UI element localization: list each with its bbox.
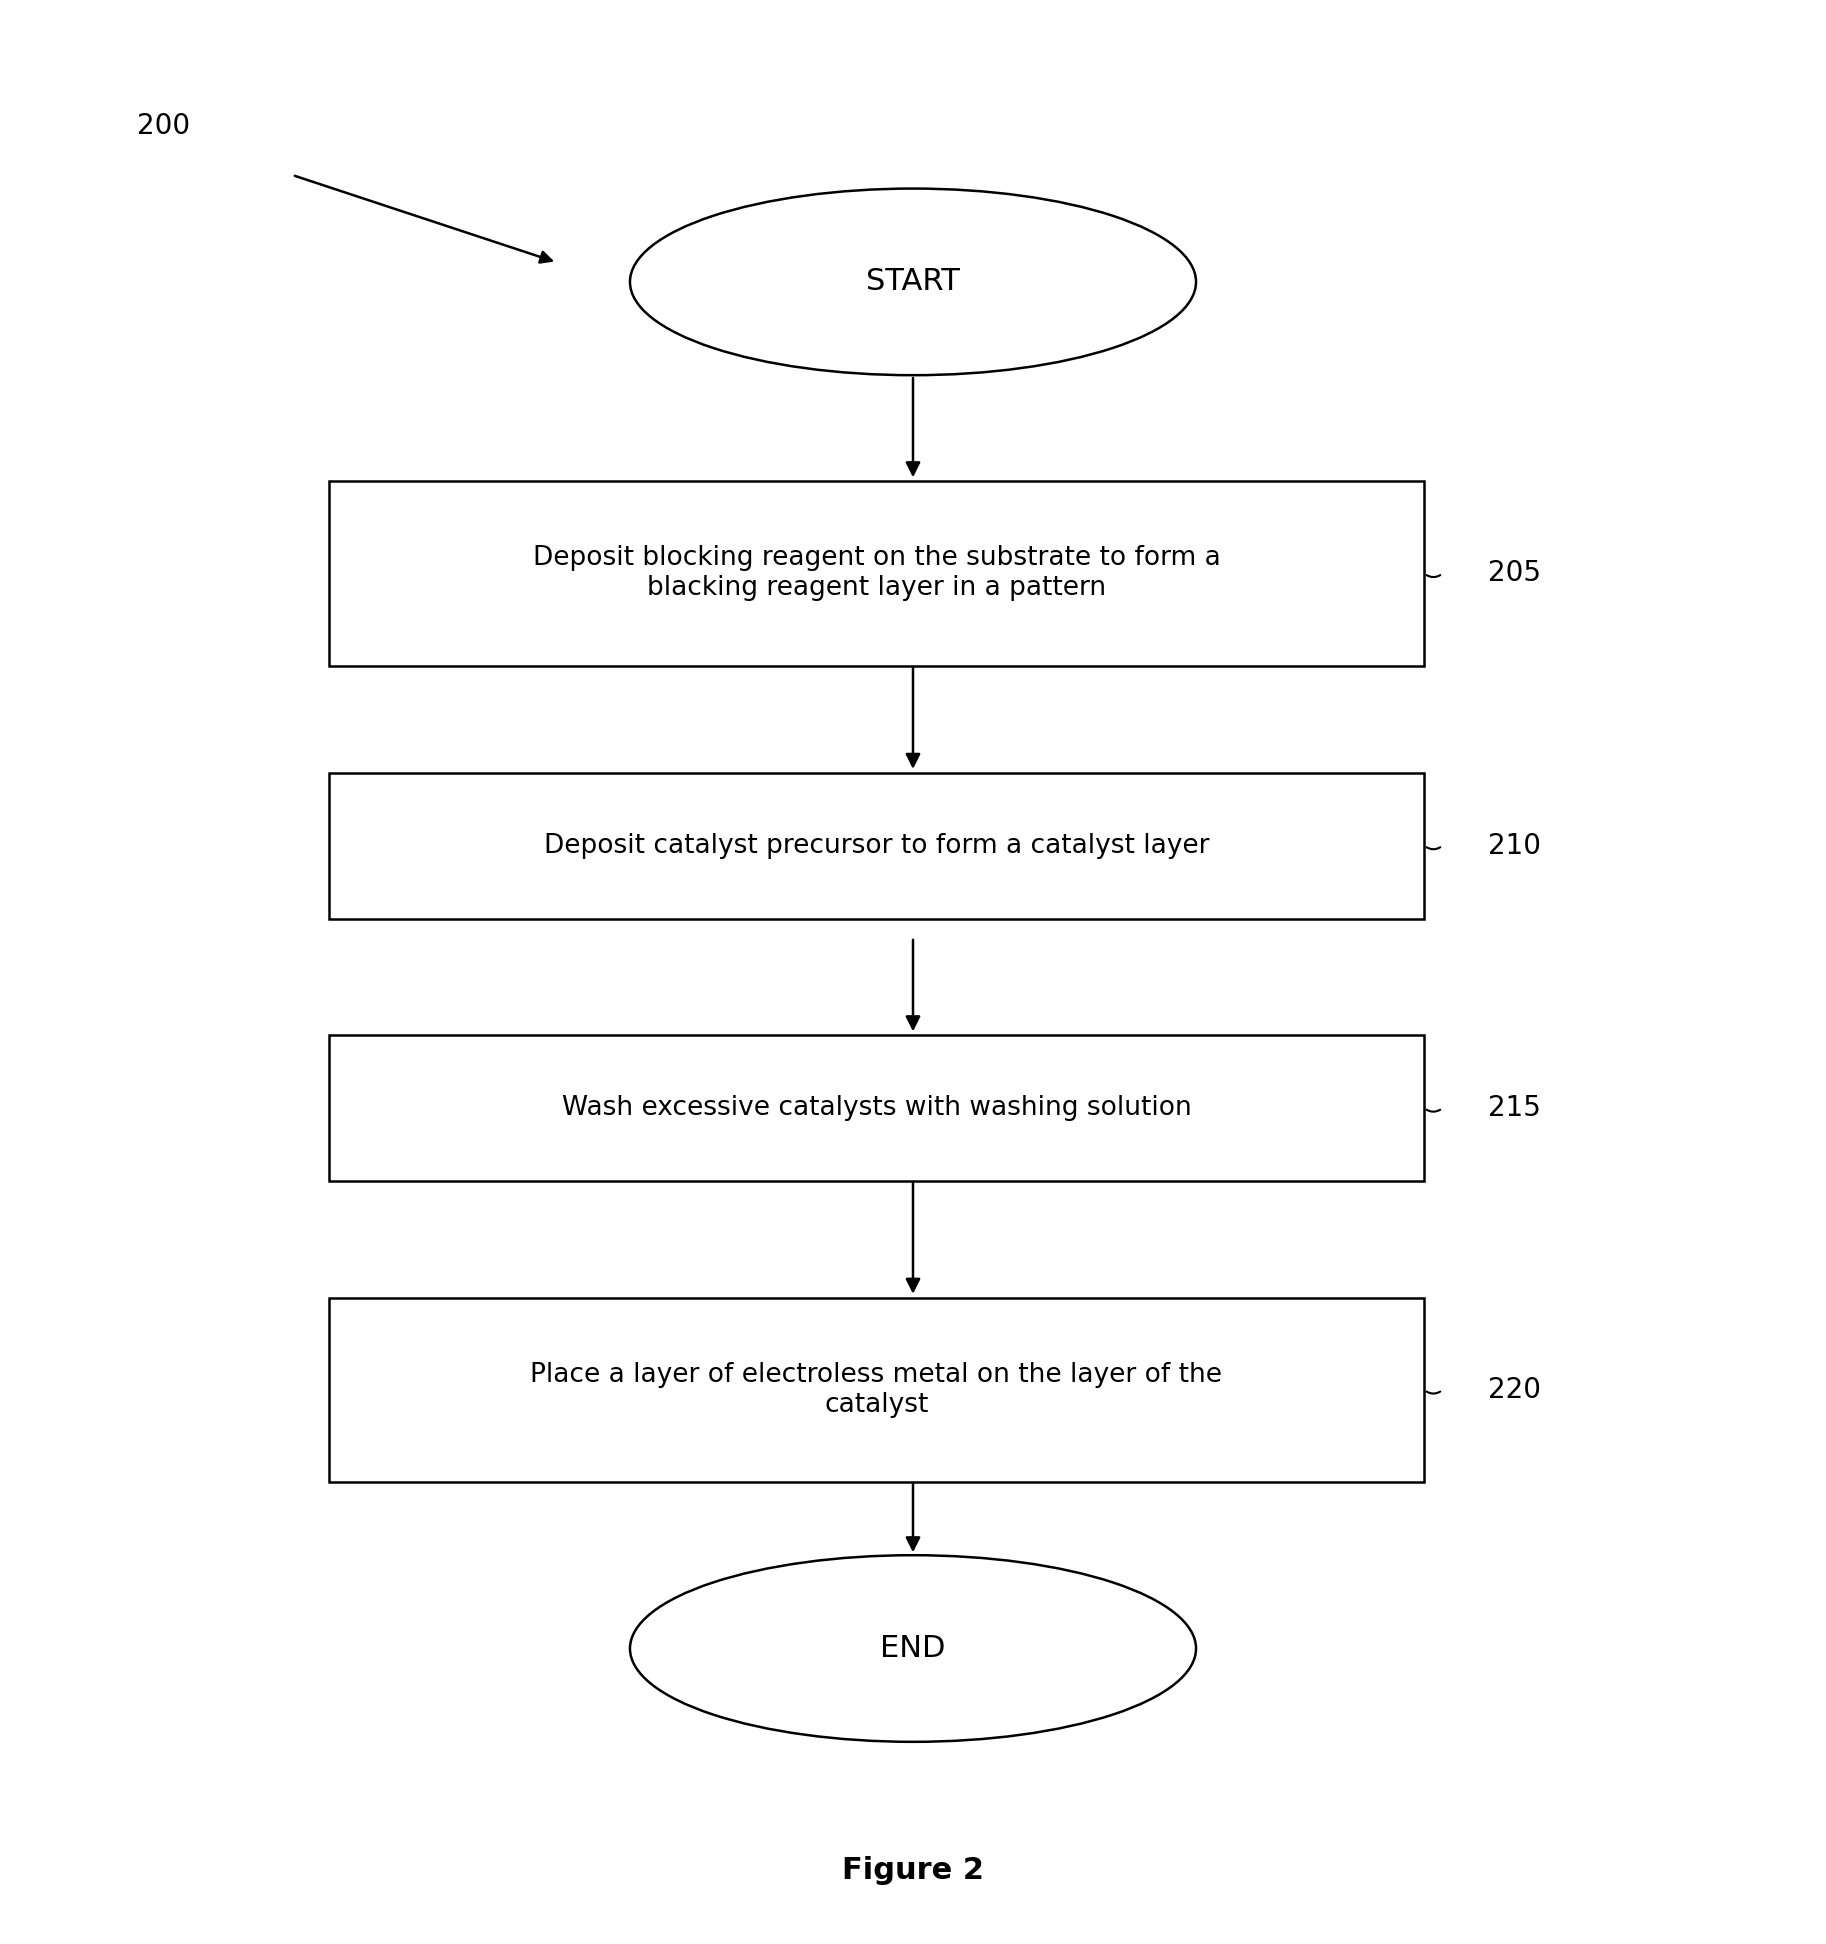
- FancyBboxPatch shape: [329, 482, 1424, 665]
- Text: Deposit blocking reagent on the substrate to form a
blacking reagent layer in a : Deposit blocking reagent on the substrat…: [533, 546, 1220, 601]
- Text: 220: 220: [1488, 1376, 1541, 1404]
- Text: 215: 215: [1488, 1094, 1541, 1122]
- Text: 200: 200: [137, 113, 190, 140]
- FancyBboxPatch shape: [329, 1299, 1424, 1481]
- Text: END: END: [880, 1635, 946, 1662]
- Text: Wash excessive catalysts with washing solution: Wash excessive catalysts with washing so…: [562, 1094, 1191, 1122]
- Text: 205: 205: [1488, 560, 1541, 587]
- Text: Place a layer of electroless metal on the layer of the
catalyst: Place a layer of electroless metal on th…: [531, 1363, 1222, 1417]
- FancyBboxPatch shape: [329, 774, 1424, 920]
- Text: START: START: [866, 268, 960, 295]
- Text: 210: 210: [1488, 832, 1541, 859]
- Ellipse shape: [630, 189, 1196, 375]
- Text: Deposit catalyst precursor to form a catalyst layer: Deposit catalyst precursor to form a cat…: [544, 832, 1209, 859]
- Text: Figure 2: Figure 2: [842, 1857, 984, 1884]
- Ellipse shape: [630, 1555, 1196, 1742]
- FancyBboxPatch shape: [329, 1034, 1424, 1180]
